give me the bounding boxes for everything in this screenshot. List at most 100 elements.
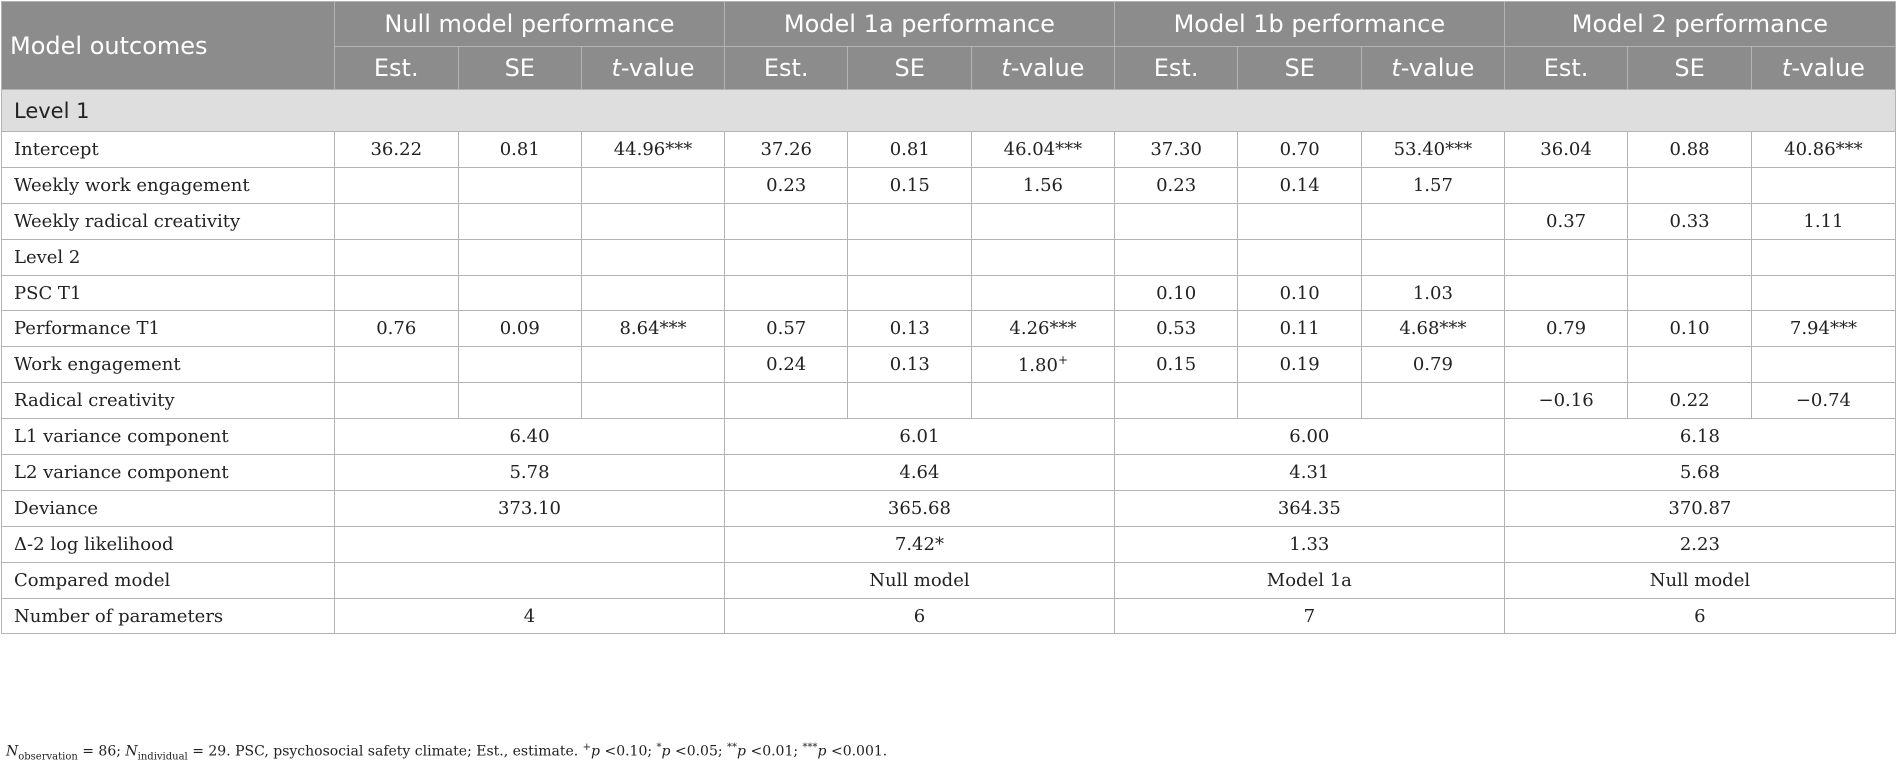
table-cell (334, 346, 459, 384)
header-se-0: SE (457, 46, 583, 90)
summary-row: Compared model Null model Model 1a Null mod… (1, 561, 1897, 599)
table-cell (334, 382, 459, 420)
header-est-2: Est. (1113, 46, 1239, 90)
table-row: Level 2 (1, 238, 1897, 276)
table-cell (847, 274, 972, 312)
note-n-2: N (125, 743, 138, 760)
row-label: Level 2 (1, 238, 335, 276)
table-cell: 0.79 (1360, 346, 1505, 384)
table-cell (1503, 238, 1629, 276)
table-cell: 0.70 (1237, 131, 1362, 168)
cell-value: 1.57 (1412, 174, 1453, 196)
summary-cell: 6.40 (334, 418, 725, 456)
cell-value: 0.81 (889, 138, 930, 160)
table-cell: 0.11 (1237, 310, 1362, 348)
table-cell (1503, 274, 1629, 312)
table-row: Performance T1 0.76 0.09 8.64*** 0.57 0.13 4.2… (1, 310, 1897, 348)
summary-cell: 373.10 (334, 489, 725, 527)
table-cell (581, 238, 725, 276)
table-cell: 0.14 (1237, 166, 1362, 204)
cell-value: 44.96*** (613, 138, 693, 160)
cell-value: 0.10 (1669, 318, 1710, 340)
cell-value: 0.33 (1669, 210, 1710, 232)
summary-cell: 6 (723, 597, 1115, 635)
note-plus: + (582, 742, 592, 753)
header-t-value-1: t-value (970, 46, 1115, 90)
header-model-2: Model 2 performance (1503, 1, 1897, 47)
cell-value: 36.22 (370, 138, 423, 160)
summary-row: L1 variance component 6.40 6.01 6.00 6.18 (1, 418, 1897, 456)
summary-cell: 365.68 (723, 489, 1115, 527)
table-cell (1627, 166, 1752, 204)
summary-cell: 6 (1503, 597, 1897, 635)
note-lt010: <0.10; (600, 743, 657, 760)
table-cell: 1.11 (1750, 202, 1897, 240)
header-est-1: Est. (723, 46, 849, 90)
table-cell: 0.57 (723, 310, 849, 348)
table-cell (970, 274, 1115, 312)
table-cell (1750, 346, 1897, 384)
summary-row: Deviance 373.10 365.68 364.35 370.87 (1, 489, 1897, 527)
header-t-italic: t (611, 54, 621, 82)
table-cell (581, 166, 725, 204)
table-row: Work engagement 0.24 0.13 1.80+ 0.15 0.19 0.79 (1, 346, 1897, 384)
table-cell (457, 202, 583, 240)
header-t-rest: -value (1791, 54, 1865, 82)
table-cell (457, 166, 583, 204)
header-se-3: SE (1627, 46, 1752, 90)
table-cell: 0.88 (1627, 131, 1752, 168)
cell-value: 8.64*** (619, 318, 687, 340)
table-cell: 0.19 (1237, 346, 1362, 384)
table-cell (581, 274, 725, 312)
note-obs-val: = 86; (77, 743, 126, 760)
table-cell: 44.96*** (581, 131, 725, 168)
table-row: Intercept 36.22 0.81 44.96*** 37.26 0.81 46.04… (1, 131, 1897, 168)
note-lt001: <0.01; (746, 743, 803, 760)
row-label: Deviance (1, 489, 335, 527)
cell-value: 37.30 (1150, 138, 1202, 160)
table-cell: 37.30 (1113, 131, 1239, 168)
cell-value: 36.04 (1540, 138, 1592, 160)
summary-cell: 5.68 (1503, 454, 1897, 491)
header-est-0: Est. (334, 46, 459, 90)
summary-cell: Null model (1503, 561, 1897, 599)
table-cell (1750, 238, 1897, 276)
table-cell: 0.13 (847, 310, 972, 348)
table-cell: 0.22 (1627, 382, 1752, 420)
table-cell: 8.64*** (581, 310, 725, 348)
header-t-value-3: t-value (1750, 46, 1897, 90)
table-cell (581, 346, 725, 384)
note-obs-sub: observation (18, 751, 78, 763)
header-row-groups: Model outcomes Null model performance Mo… (1, 1, 1897, 90)
table-cell (1360, 382, 1505, 420)
table-cell (1237, 202, 1362, 240)
note-p-4: p (817, 743, 827, 760)
cell-value: 0.79 (1412, 354, 1453, 376)
table-cell: −0.74 (1750, 382, 1897, 420)
cell-value: 0.10 (1156, 282, 1197, 304)
table-cell (847, 238, 972, 276)
row-label: L2 variance component (1, 454, 335, 491)
header-t-italic: t (1781, 54, 1792, 82)
header-est-3: Est. (1503, 46, 1629, 90)
cell-value: 0.53 (1156, 318, 1197, 340)
summary-cell: 370.87 (1503, 489, 1897, 527)
table-header: Model outcomes Null model performance Mo… (1, 1, 1897, 90)
summary-row: Δ-2 log likelihood 7.42* 1.33 2.23 (1, 525, 1897, 563)
table-cell (1627, 274, 1752, 312)
table-cell (334, 202, 459, 240)
cell-value: 0.14 (1279, 174, 1320, 196)
table-cell (1503, 346, 1629, 384)
header-row-stats: Est. SE t-value Est. SE t-value Est. SE t-value E… (2, 46, 1897, 90)
summary-cell: 4.64 (723, 454, 1115, 491)
cell-value: 0.79 (1546, 318, 1587, 340)
table-cell (1627, 238, 1752, 276)
cell-value: 1.80 (1017, 355, 1058, 377)
cell-value: 0.70 (1279, 138, 1320, 160)
table-cell: 0.79 (1503, 310, 1629, 348)
table-cell: 0.53 (1113, 310, 1239, 348)
summary-row: L2 variance component 5.78 4.64 4.31 5.68 (1, 454, 1897, 491)
table-cell: 0.23 (1113, 166, 1239, 204)
table-cell (847, 382, 972, 420)
